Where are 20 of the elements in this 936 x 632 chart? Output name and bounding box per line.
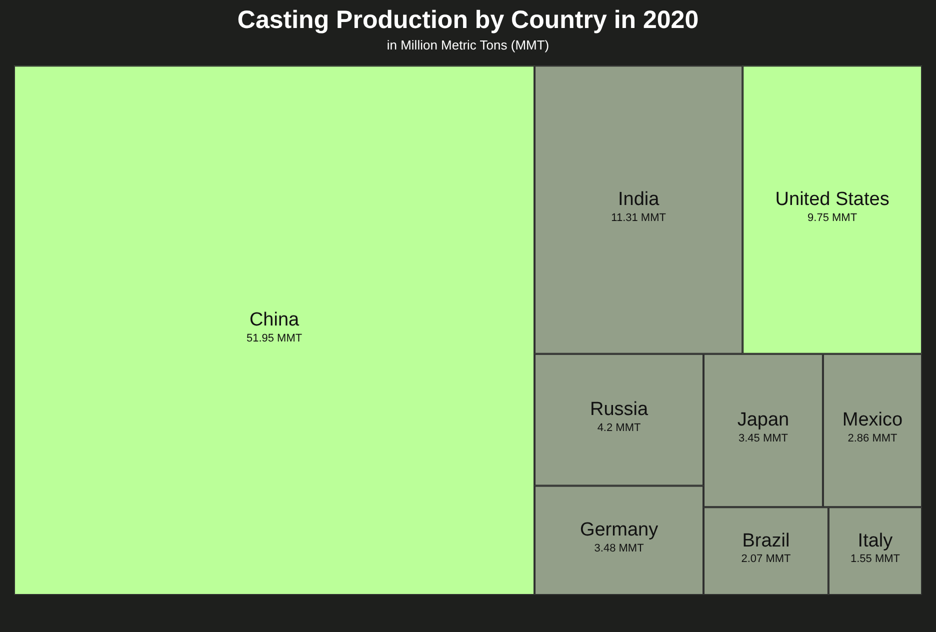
category-label: Japan: [737, 410, 790, 431]
text: in Million Metric Tons (MMT): [386, 37, 550, 52]
category-label: India: [618, 188, 660, 210]
category-label: Mexico: [842, 410, 903, 431]
data-label: 3.45 MMT: [738, 432, 788, 445]
data-label: 9.75 MMT: [808, 212, 858, 224]
data-label: 2.86 MMT: [848, 432, 898, 445]
data-label: 3.48 MMT: [594, 542, 644, 554]
text: Casting Production by Country in 2020: [237, 6, 699, 34]
data-label: 2.07 MMT: [741, 553, 792, 566]
category-label: Germany: [580, 520, 659, 541]
category-label: Russia: [590, 399, 648, 420]
data-label: 4.2 MMT: [597, 422, 641, 434]
data-label: 51.95 MMT: [246, 332, 302, 344]
data-label: 11.31 MMT: [611, 212, 666, 224]
data-label: 1.55 MMT: [850, 553, 900, 566]
category-label: United States: [775, 188, 890, 210]
category-label: Italy: [858, 530, 894, 552]
category-label: Brazil: [742, 530, 790, 552]
category-label: China: [249, 310, 300, 331]
